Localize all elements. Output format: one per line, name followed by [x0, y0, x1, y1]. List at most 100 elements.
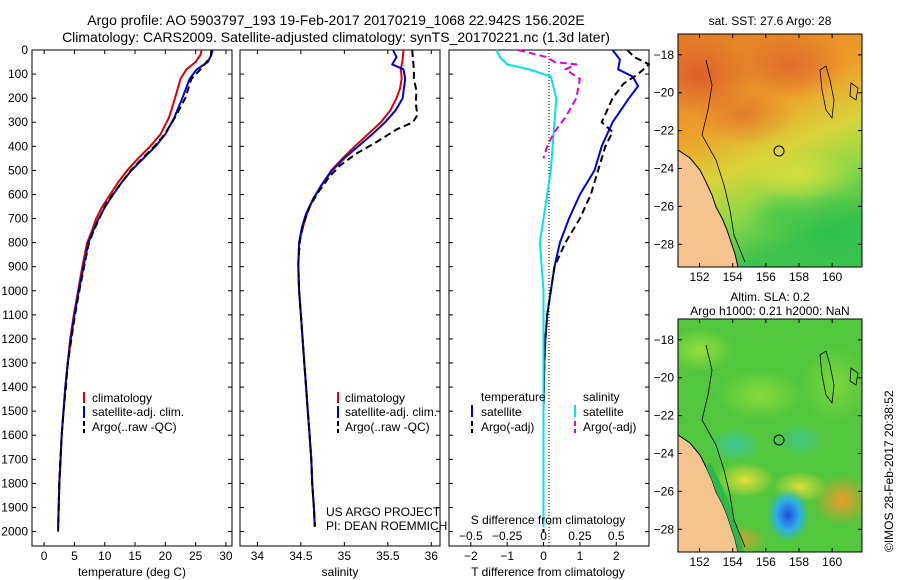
temp-x-tick-label: 20 — [159, 549, 173, 563]
sst-warm-patch-3 — [695, 85, 795, 145]
salinity-legend: climatology satellite-adj. clim. Argo(..… — [337, 391, 437, 434]
depth-tick-label: 500 — [8, 163, 28, 177]
sla-bathymetry-contour — [701, 344, 746, 548]
difference-legend: temperature salinity satellite Argo(-adj… — [471, 390, 636, 434]
s-diff-tick-label: 0.5 — [608, 529, 625, 543]
legend-s-satellite: satellite — [583, 405, 624, 419]
sst-lat-tick-label: −26 — [654, 199, 675, 213]
sst-lon-tick-label: 152 — [690, 270, 710, 284]
pi-label: PI: DEAN ROEMMICH — [326, 519, 447, 533]
depth-tick-label: 1800 — [1, 476, 28, 490]
legend-t-satellite: satellite — [481, 405, 522, 419]
sst-warm-patch-2 — [730, 34, 850, 100]
sla-lon-tick-label: 152 — [690, 555, 710, 569]
sla-map-title-line1: Altim. SLA: 0.2 — [730, 290, 810, 304]
salinity-panel: 34 34.5 35 35.5 36 salinity climatology sate… — [239, 49, 447, 579]
sst-map-land — [678, 149, 739, 267]
sst-profile-marker — [773, 145, 785, 157]
sla-lat-tick-label: −28 — [654, 522, 675, 536]
sla-orange-patch-1 — [812, 474, 862, 526]
sla-coastal-strip — [706, 462, 744, 552]
imos-stamp: ©IMOS 28-Feb-2017 20:38:52 — [882, 390, 896, 552]
sal-series-climatology — [297, 49, 405, 527]
sla-map-frame — [677, 318, 863, 553]
temp-x-tick-label: 15 — [128, 549, 142, 563]
sla-lon-tick-label: 158 — [789, 555, 809, 569]
s-diff-tick-label: −0.25 — [492, 529, 523, 543]
sst-lat-tick-label: −24 — [654, 161, 675, 175]
depth-tick-label: 300 — [8, 115, 28, 129]
temp-x-tick-label: 30 — [219, 549, 233, 563]
sst-reef-outline-2 — [849, 82, 859, 101]
sal-series-satellite-adj-clim — [297, 49, 407, 527]
temperature-x-axis-label: temperature (deg C) — [78, 565, 186, 579]
sst-lat-tick-label: −20 — [654, 86, 675, 100]
sal-x-tick-label: 35 — [338, 549, 352, 563]
depth-tick-label: 900 — [8, 260, 28, 274]
sst-bathymetry-contour — [701, 59, 746, 263]
diff-series-salinity-argo-adj — [517, 49, 581, 159]
sst-reef-outline — [819, 65, 835, 120]
t-diff-tick-label: −1 — [500, 549, 514, 563]
sla-map-title-line2: Argo h1000: 0.21 h2000: NaN — [690, 304, 849, 318]
salinity-panel-frame — [239, 49, 441, 547]
t-difference-axis-label: T difference from climatology — [471, 565, 625, 579]
sla-lon-tick-label: 156 — [756, 555, 776, 569]
temp-series-satellite-adj-clim — [57, 49, 214, 527]
sla-map: 152 154 156 158 160 −18 −20 −22 −24 −26 −28 — [654, 318, 863, 569]
temp-x-tick-label: 10 — [98, 549, 112, 563]
sla-reef-outline-2 — [849, 367, 859, 386]
sla-lime-patch-1 — [678, 328, 735, 372]
legend-t-argo: Argo(-adj) — [481, 420, 534, 434]
sst-lon-tick-label: 158 — [789, 270, 809, 284]
sal-x-tick-label: 34 — [251, 549, 265, 563]
sla-lat-tick-label: −24 — [654, 446, 675, 460]
t-diff-tick-label: 1 — [577, 549, 584, 563]
depth-tick-label: 1900 — [1, 500, 28, 514]
diff-series-temperature-satellite — [542, 49, 640, 527]
sla-lime-patch-3 — [800, 345, 862, 425]
sal-series-argo-raw-qc — [297, 49, 419, 527]
temp-x-tick-label: 25 — [189, 549, 203, 563]
temp-x-tick-label: 0 — [41, 549, 48, 563]
depth-tick-label: 800 — [8, 236, 28, 250]
sst-lon-tick-label: 160 — [822, 270, 842, 284]
sst-lon-tick-label: 154 — [723, 270, 743, 284]
sla-lat-tick-label: −26 — [654, 484, 675, 498]
sla-blue-eddy — [766, 487, 810, 543]
sla-yellow-patch-1 — [715, 462, 775, 498]
depth-tick-label: 100 — [8, 67, 28, 81]
depth-tick-label: 700 — [8, 212, 28, 226]
t-diff-tick-label: −2 — [464, 549, 478, 563]
depth-tick-label: 200 — [8, 91, 28, 105]
figure-title-line1: Argo profile: AO 5903797_193 19-Feb-2017… — [87, 12, 584, 28]
depth-tick-label: 600 — [8, 187, 28, 201]
sla-lat-tick-label: −18 — [654, 333, 675, 347]
temperature-panel: 0100200300400500600700800900100011001200… — [1, 43, 233, 579]
sla-lon-tick-label: 160 — [822, 555, 842, 569]
project-label: US ARGO PROJECT — [326, 505, 441, 519]
depth-tick-label: 1300 — [1, 356, 28, 370]
legend-temperature-heading: temperature — [481, 390, 546, 404]
depth-tick-label: 400 — [8, 139, 28, 153]
depth-tick-label: 1500 — [1, 404, 28, 418]
depth-tick-label: 1400 — [1, 380, 28, 394]
s-diff-tick-label: −0.5 — [459, 529, 483, 543]
sst-yellow-patch — [745, 150, 855, 200]
sla-reef-outline — [819, 350, 835, 405]
diff-series-temperature-argo-adj — [542, 49, 650, 532]
legend-salinity-heading: salinity — [583, 390, 620, 404]
salinity-legend-climatology: climatology — [345, 391, 405, 405]
legend-s-argo: Argo(-adj) — [583, 420, 636, 434]
sla-profile-marker — [773, 434, 785, 446]
sst-green-patch-2 — [745, 190, 815, 240]
depth-tick-label: 1700 — [1, 452, 28, 466]
sla-cyan-patch-2 — [775, 422, 825, 458]
sal-x-tick-label: 34.5 — [289, 549, 313, 563]
sst-lat-tick-label: −28 — [654, 237, 675, 251]
depth-tick-label: 0 — [21, 43, 28, 57]
sst-map-title: sat. SST: 27.6 Argo: 28 — [709, 14, 832, 28]
diff-series-salinity-satellite — [495, 49, 558, 527]
sla-lat-tick-label: −20 — [654, 371, 675, 385]
